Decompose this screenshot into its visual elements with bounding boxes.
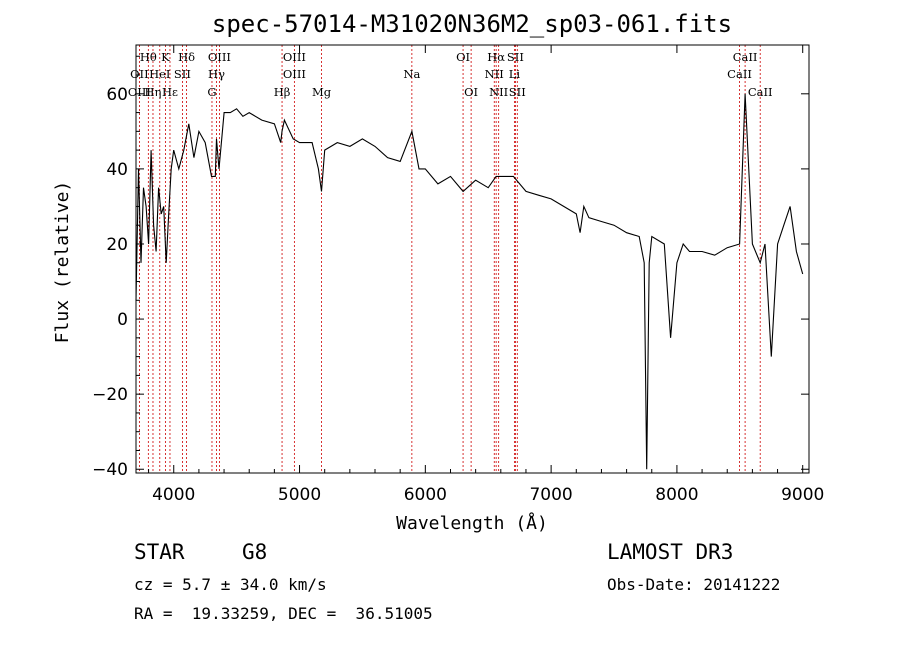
redshift-cz: cz = 5.7 ± 34.0 km/s [134,575,327,594]
star-class: STAR [134,540,185,564]
x-tick-label: 5000 [278,485,321,505]
spectral-line-label: G [207,85,216,99]
spectral-line-label: Hδ [178,50,195,64]
spectral-line-label: CaII [733,50,758,64]
spectral-line-label: NII [489,85,508,99]
spectral-line-label: SII [174,67,191,81]
spectral-line-label: Hθ [140,50,157,64]
y-axis-label: Flux (relative) [52,181,73,344]
spectrum-line [135,93,804,470]
spectral-line-label: Hβ [274,85,291,99]
x-tick-label: 7000 [529,485,572,505]
observation-date: Obs-Date: 20141222 [607,575,781,594]
plot-frame [135,44,810,474]
coordinates: RA = 19.33259, DEC = 36.51005 [134,604,433,623]
spectral-line-label: OIII [128,85,151,99]
spectral-line-label: OII [130,67,149,81]
spectral-line-label: Hη [145,85,162,99]
spectral-line-label: SII [509,85,526,99]
spectral-line-markers [138,45,761,473]
spectral-line-label: Hγ [208,67,225,81]
y-tick-label: 20 [106,235,128,255]
spectral-line-label: CaII [727,67,752,81]
spectral-line-label: OI [464,85,478,99]
x-axis-ticks: 4000 5000 6000 7000 8000 9000 [148,45,824,505]
spectral-line-label: HeI [149,67,170,81]
survey-name: LAMOST DR3 [607,540,734,564]
spectral-line-label: OI [456,50,470,64]
y-tick-label: −40 [92,460,128,480]
spectral-line-label: Li [509,67,521,81]
y-tick-label: −20 [92,385,128,405]
spectral-line-label: K [161,50,170,64]
y-tick-label: 0 [117,310,128,330]
spectral-line-label: Mg [312,85,332,99]
x-tick-label: 9000 [781,485,824,505]
x-tick-label: 6000 [404,485,447,505]
x-tick-label: 8000 [655,485,698,505]
x-tick-label: 4000 [152,485,195,505]
y-tick-label: 60 [106,85,128,105]
x-axis-label: Wavelength (Å) [396,512,548,534]
spectral-line-label: CaII [748,85,773,99]
spectrum-series [135,93,804,470]
y-tick-label: 40 [106,160,128,180]
spectral-line-labels: Hθ OII OIII K HeI Hη Hε SII Hδ OIII Hγ G OIII OIII Hβ M… [128,50,773,99]
spectral-line-label: Hα [487,50,505,64]
spectral-line-label: OIII [208,50,231,64]
star-subclass: G8 [242,540,268,564]
spectral-line-label: OIII [283,50,306,64]
spectral-line-label: Na [403,67,420,81]
spectral-line-label: OIII [283,67,306,81]
spectral-line-label: NII [485,67,504,81]
spectral-line-label: SII [507,50,524,64]
spectral-line-label: Hε [162,85,178,99]
chart-title: spec-57014-M31020N36M2_sp03-061.fits [212,10,732,38]
y-axis-ticks: −40 −20 0 20 40 60 [92,55,809,480]
